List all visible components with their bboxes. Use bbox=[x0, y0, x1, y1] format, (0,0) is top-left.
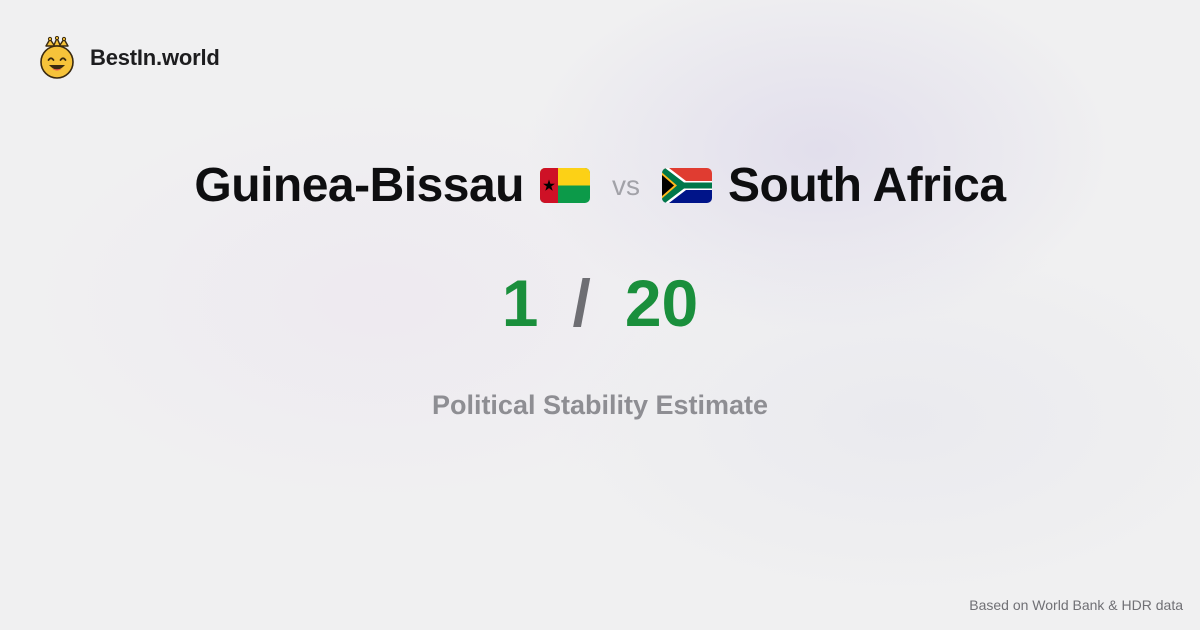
brand[interactable]: BestIn.world bbox=[38, 36, 220, 80]
left-country-name: Guinea-Bissau bbox=[194, 159, 524, 212]
right-score: 20 bbox=[624, 266, 699, 340]
metric-label: Political Stability Estimate bbox=[431, 390, 769, 420]
south-africa-flag-icon bbox=[662, 168, 712, 203]
vs-label: vs bbox=[612, 169, 640, 201]
comparison-headline: Guinea-Bissau vs South Africa bbox=[0, 158, 1200, 213]
left-score: 1 bbox=[501, 266, 539, 340]
crowned-smiley-icon bbox=[40, 36, 74, 79]
brand-name: BestIn.world bbox=[90, 45, 220, 70]
guinea-bissau-flag-icon bbox=[540, 168, 590, 203]
score-comparison: 1 / 20 bbox=[0, 265, 1200, 341]
data-source-note: Based on World Bank & HDR data bbox=[969, 597, 1183, 613]
right-country-name: South Africa bbox=[728, 159, 1006, 212]
score-separator: / bbox=[572, 266, 591, 340]
